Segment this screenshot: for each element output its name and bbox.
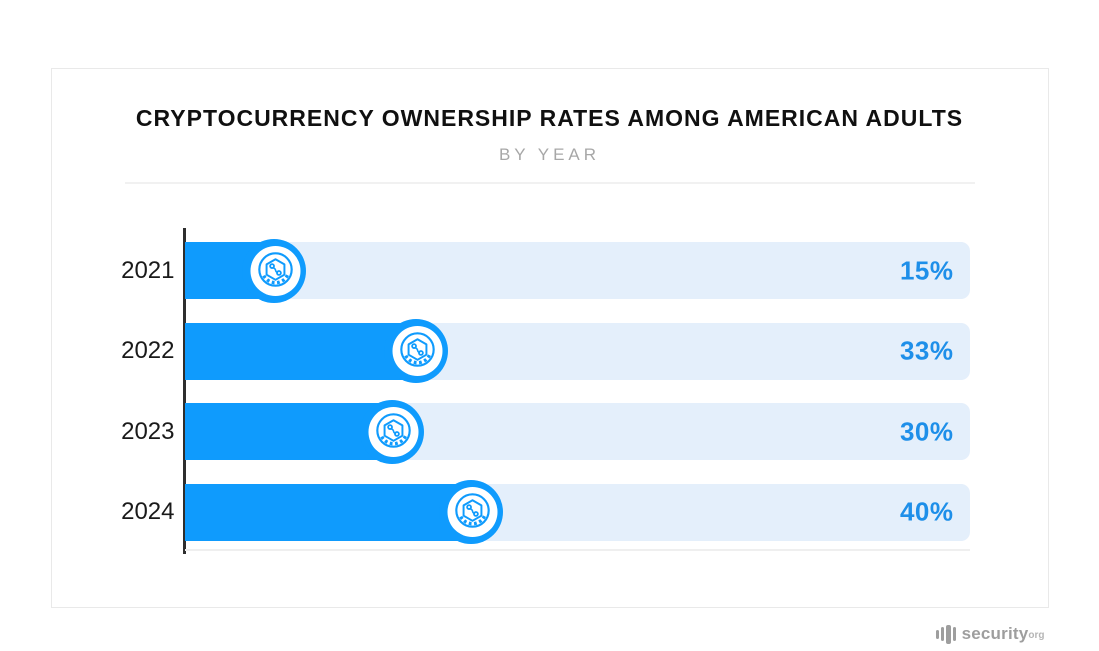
bar-track: 30% (184, 399, 970, 464)
bar-fill (184, 319, 448, 383)
value-label: 33% (899, 335, 954, 366)
bar-fill (184, 399, 424, 464)
bar-row-2024: 2024 40% (121, 480, 970, 544)
crypto-coin-icon (368, 406, 419, 457)
crypto-coin-icon (392, 325, 443, 377)
header-divider (124, 182, 975, 184)
value-label: 15% (899, 255, 954, 285)
chart-title: CRYPTOCURRENCY OWNERSHIP RATES AMONG AME… (135, 105, 964, 131)
y-axis-line (182, 228, 186, 554)
bar-track: 40% (184, 480, 970, 544)
bar-fill (184, 238, 306, 303)
bar-row-2023: 2023 30% (121, 399, 970, 464)
bar-fill (184, 480, 503, 544)
year-label: 2021 (121, 256, 175, 284)
bar-row-2022: 2022 33% (121, 319, 970, 383)
year-label: 2022 (121, 337, 175, 364)
crypto-coin-icon (446, 486, 498, 538)
year-label: 2023 (121, 417, 175, 445)
bar-track: 15% (184, 238, 970, 303)
brand-name: security (961, 624, 1029, 643)
brand-tld: org (1028, 630, 1045, 641)
crypto-coin-icon (250, 245, 301, 296)
bar-row-2021: 2021 15% (121, 238, 970, 303)
branding: security org (51, 624, 1049, 644)
chart-subtitle: BY YEAR (498, 145, 601, 164)
chart-card: CRYPTOCURRENCY OWNERSHIP RATES AMONG AME… (50, 68, 1049, 608)
bar-track: 33% (184, 319, 970, 383)
equalizer-bars-icon (935, 624, 956, 644)
bar-chart: 2021 15% (121, 228, 970, 554)
x-axis-baseline (184, 549, 970, 551)
value-label: 40% (899, 496, 954, 527)
year-label: 2024 (121, 498, 175, 525)
value-label: 30% (899, 416, 954, 446)
